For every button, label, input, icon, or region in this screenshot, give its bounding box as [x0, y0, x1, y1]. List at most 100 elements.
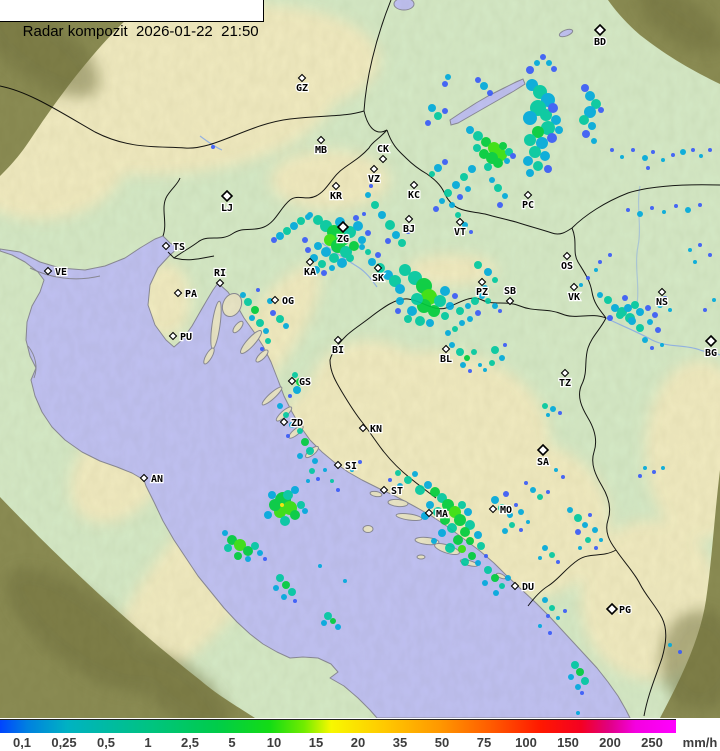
radar-echo-cell: [433, 206, 439, 212]
radar-echo-cell: [297, 453, 303, 459]
radar-echo-cell: [483, 368, 487, 372]
station-diamond-icon: [378, 154, 388, 164]
radar-echo-cell: [542, 597, 548, 603]
radar-echo-cell: [277, 403, 283, 409]
radar-echo-cell: [343, 579, 347, 583]
station-diamond-icon: [287, 376, 297, 386]
station-label: BJ: [403, 224, 415, 235]
radar-echo-cell: [365, 230, 371, 236]
legend-tick-label: 0,25: [51, 735, 77, 750]
radar-echo-cell: [439, 198, 445, 204]
station-markers: GZ MB KR LJ BD CK VZ KC BJ VT PC ZG TS VE RI PA PU OG KA SK…: [43, 23, 718, 617]
radar-echo-cell: [293, 386, 301, 394]
radar-echoes: [211, 54, 716, 715]
radar-echo-cell: [424, 481, 432, 489]
radar-echo-cell: [449, 202, 455, 208]
radar-echo-cell: [281, 594, 287, 600]
radar-echo-cell: [549, 552, 555, 558]
radar-echo-cell: [441, 312, 449, 320]
station-SA: SA: [536, 443, 550, 469]
radar-echo-cell: [353, 215, 359, 221]
station-label: LJ: [221, 203, 233, 214]
radar-echo-cell: [660, 343, 664, 347]
radar-echo-cell: [497, 202, 503, 208]
station-label: GS: [299, 377, 311, 388]
station-diamond-icon: [43, 266, 53, 276]
radar-echo-cell: [594, 546, 598, 550]
radar-echo-cell: [434, 112, 442, 120]
radar-echo-cell: [256, 319, 264, 327]
radar-echo-cell: [610, 148, 614, 152]
radar-echo-cell: [611, 304, 619, 312]
station-label: BG: [705, 348, 717, 359]
radar-echo-cell: [283, 323, 289, 329]
station-diamond-icon: [168, 331, 178, 341]
radar-echo-cell: [492, 277, 498, 283]
radar-echo-cell: [499, 355, 505, 361]
radar-echo-cell: [429, 171, 435, 177]
station-diamond-icon: [358, 423, 368, 433]
radar-echo-cell: [467, 316, 473, 322]
radar-echo-cell: [526, 169, 534, 177]
radar-echo-cell: [699, 154, 703, 158]
station-NS: NS: [655, 287, 669, 309]
radar-echo-cell: [498, 504, 506, 512]
station-label: PG: [619, 605, 631, 616]
radar-echo-cell: [234, 539, 246, 551]
radar-echo-cell: [502, 528, 508, 534]
radar-echo-cell: [651, 150, 655, 154]
station-diamond-icon: [441, 344, 451, 354]
radar-echo-cell: [492, 303, 498, 309]
station-diamond-icon: [409, 180, 419, 190]
radar-echo-cell: [546, 490, 550, 494]
radar-echo-cell: [588, 122, 596, 130]
station-label: ZG: [337, 234, 349, 245]
radar-echo-cell: [491, 574, 499, 582]
border-slovenia-croatia: [167, 129, 388, 259]
radar-echo-cell: [263, 557, 267, 561]
radar-echo-cell: [548, 103, 558, 113]
station-PC: PC: [521, 190, 535, 212]
radar-echo-cell: [509, 522, 515, 528]
radar-echo-cell: [598, 107, 604, 113]
radar-echo-cell: [452, 326, 458, 332]
radar-echo-cell: [452, 181, 460, 189]
station-label: PZ: [476, 287, 488, 298]
radar-echo-cell: [290, 510, 300, 520]
radar-echo-cell: [251, 306, 259, 314]
station-SB: SB: [503, 285, 517, 306]
radar-echo-cell: [620, 155, 624, 159]
radar-echo-cell: [571, 661, 579, 669]
radar-echo-cell: [224, 544, 232, 552]
station-PG: PG: [605, 602, 632, 617]
legend-tick-label: 150: [557, 735, 579, 750]
radar-echo-cell: [244, 298, 252, 306]
radar-echo-cell: [388, 478, 392, 482]
radar-echo-cell: [362, 212, 366, 216]
radar-echo-cell: [428, 305, 440, 317]
radar-echo-cell: [638, 474, 642, 478]
station-diamond-icon: [373, 263, 383, 273]
river-tisa: [635, 185, 641, 305]
radar-echo-cell: [484, 554, 488, 558]
radar-echo-cell: [604, 296, 612, 304]
radar-echo-cell: [493, 590, 499, 596]
radar-echo-cell: [468, 369, 472, 373]
station-diamond-icon: [336, 220, 350, 234]
radar-echo-cell: [482, 285, 488, 291]
station-diamond-icon: [562, 251, 572, 261]
radar-echo-cell: [712, 298, 716, 302]
river-sava: [321, 242, 378, 288]
station-diamond-icon: [215, 278, 225, 288]
border-slovenia-hungary: [363, 110, 388, 133]
radar-echo-cell: [392, 231, 400, 239]
radar-echo-cell: [484, 566, 492, 574]
radar-echo-cell: [491, 346, 499, 354]
radar-echo-cell: [579, 283, 583, 287]
radar-echo-cell: [588, 513, 592, 517]
radar-echo-cell: [292, 372, 298, 378]
radar-echo-cell: [456, 348, 464, 356]
radar-echo-cell: [358, 236, 366, 244]
radar-echo-cell: [479, 293, 485, 299]
radar-echo-cell: [551, 115, 561, 125]
